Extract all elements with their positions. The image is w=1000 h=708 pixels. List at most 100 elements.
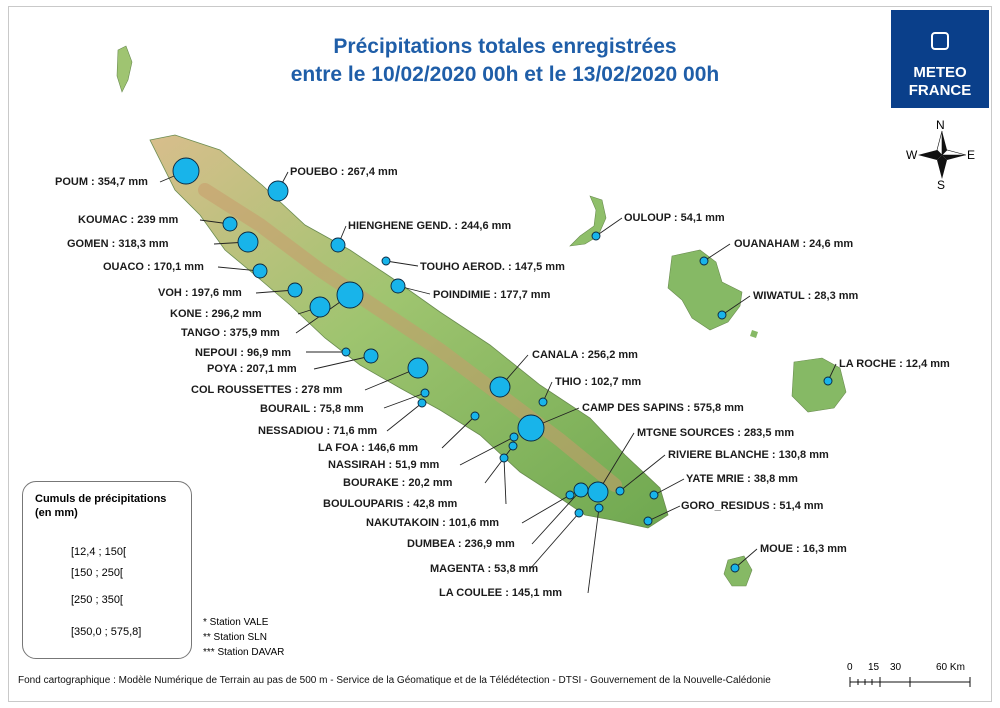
symbol-poindimie[interactable] [390,278,406,294]
label-nassirah: NASSIRAH : 51,9 mm [328,459,440,471]
scale-tick-15: 15 [868,662,880,673]
leader-boulouparis [503,457,507,505]
label-la-roche: LA ROCHE : 12,4 mm [839,358,950,370]
leader-nessadiou [386,402,423,432]
symbol-mtgnesources[interactable] [587,481,609,503]
legend-box: Cumuls de précipitations (en mm) [12,4 ;… [22,481,192,659]
label-koumac: KOUMAC : 239 mm [78,214,179,226]
label-thio: THIO : 102,7 mm [555,376,642,388]
symbol-touho[interactable] [381,256,391,266]
leader-moue [734,548,758,569]
symbol-dumbea[interactable] [573,482,589,498]
symbol-goro[interactable] [643,516,653,526]
label-nakutakoin: NAKUTAKOIN : 101,6 mm [366,517,500,529]
symbol-tango[interactable] [336,281,364,309]
symbol-nakutakoin[interactable] [565,490,575,500]
symbol-nassirah[interactable] [509,432,519,442]
label-gomen: GOMEN : 318,3 mm [67,238,169,250]
label-dumbea: DUMBEA : 236,9 mm [407,538,515,550]
symbol-bourake[interactable] [508,441,518,451]
label-poum: POUM : 354,7 mm [55,176,148,188]
legend-class-1: [12,4 ; 150[ [71,546,127,558]
symbol-poya[interactable] [363,348,379,364]
leader-ouanaham [703,243,731,262]
compass-west-label: W [906,148,918,162]
leader-rivierblanche [619,454,666,492]
label-hienghene: HIENGHENE GEND. : 244,6 mm [348,220,512,232]
legend-class-3: [250 ; 350[ [71,594,123,606]
label-voh: VOH : 197,6 mm [158,287,242,299]
legend-class-4: [350,0 ; 575,8] [71,626,142,638]
symbol-nepoui[interactable] [341,347,351,357]
symbol-gomen[interactable] [237,231,259,253]
symbol-wiwatul[interactable] [717,310,727,320]
label-yate-mrie: YATE MRIE : 38,8 mm [686,473,798,485]
leader-wiwatul [721,295,751,316]
mare-island [791,357,847,413]
label-riviere-blanche: RIVIERE BLANCHE : 130,8 mm [668,449,829,461]
symbol-yatemrie[interactable] [649,490,659,500]
symbol-nessadiou[interactable] [417,398,427,408]
source-credit: Fond cartographique : Modèle Numérique d… [18,675,771,686]
symbol-canala[interactable] [489,376,511,398]
leader-bourail [383,392,426,409]
label-nessadiou: NESSADIOU : 71,6 mm [258,425,378,437]
map-frame [8,6,992,702]
label-la-foa: LA FOA : 146,6 mm [318,442,419,454]
leader-poya [313,355,372,370]
symbol-boulouparis[interactable] [499,453,509,463]
label-ouloup: OULOUP : 54,1 mm [624,212,725,224]
leader-magenta [529,512,580,570]
leader-ouloup [595,217,623,237]
symbol-poum[interactable] [172,157,200,185]
note-vale: * Station VALE [203,617,269,628]
symbol-koumac[interactable] [222,216,238,232]
symbol-lafoa[interactable] [470,411,480,421]
label-ouanaham: OUANAHAM : 24,6 mm [734,238,854,250]
compass-south-label: S [937,178,946,192]
note-sln: ** Station SLN [203,632,267,643]
legend-class-2: [150 ; 250[ [71,567,123,579]
symbol-kone[interactable] [309,296,331,318]
label-ouaco: OUACO : 170,1 mm [103,261,204,273]
map-title-line1: Précipitations totales enregistrées [333,35,677,58]
symbol-rivierblanche[interactable] [615,486,625,496]
scale-bar [849,677,971,687]
belep-islands [116,45,133,93]
legend-title: Cumuls de précipitations (en mm) [35,493,167,519]
label-bourake: BOURAKE : 20,2 mm [343,477,453,489]
symbol-ouanaham[interactable] [699,256,709,266]
symbol-voh[interactable] [287,282,303,298]
label-camp-des-sapins: CAMP DES SAPINS : 575,8 mm [582,402,744,414]
leader-dumbea [531,489,582,545]
symbol-campdessapins[interactable] [517,414,545,442]
note-davar: *** Station DAVAR [203,647,285,658]
label-goro-residus: GORO_RESIDUS : 51,4 mm [681,500,824,512]
symbol-ouloup[interactable] [591,231,601,241]
symbol-colroussettes[interactable] [407,357,429,379]
symbol-thio[interactable] [538,397,548,407]
station-symbols [172,157,833,573]
symbol-pouebo[interactable] [267,180,289,202]
leader-lacoulee [587,507,600,594]
label-bourail: BOURAIL : 75,8 mm [260,403,364,415]
leader-bourake [484,445,514,484]
label-poindimie: POINDIMIE : 177,7 mm [433,289,551,301]
symbol-magenta[interactable] [574,508,584,518]
relief-ridge [198,183,622,492]
symbol-lacoulee[interactable] [594,503,604,513]
symbol-moue[interactable] [730,563,740,573]
label-kone: KONE : 296,2 mm [170,308,262,320]
compass-east-label: E [967,148,976,162]
symbol-bourail[interactable] [420,388,430,398]
symbol-hienghene[interactable] [330,237,346,253]
label-canala: CANALA : 256,2 mm [532,349,638,361]
symbol-ouaco[interactable] [252,263,268,279]
symbol-laroche[interactable] [823,376,833,386]
label-pouebo: POUEBO : 267,4 mm [290,166,398,178]
logo-text-line1: METEO [913,64,967,81]
label-wiwatul: WIWATUL : 28,3 mm [753,290,859,302]
logo-mark-icon [931,32,949,50]
scale-tick-60: 60 Km [936,662,965,673]
